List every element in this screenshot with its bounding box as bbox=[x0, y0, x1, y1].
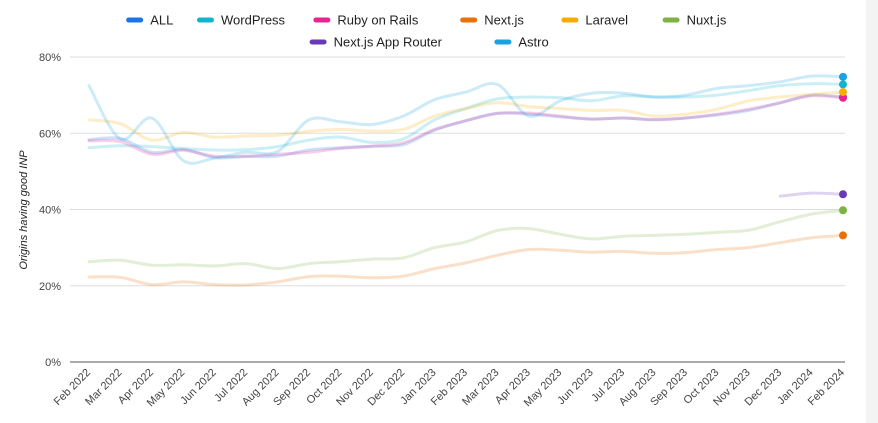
end-point-nuxt-js[interactable] bbox=[839, 206, 847, 215]
y-tick-label: 40% bbox=[39, 205, 61, 217]
y-axis-title: Origins having good INP bbox=[18, 150, 30, 270]
legend-item-nuxt-js[interactable]: Nuxt.js bbox=[662, 13, 727, 28]
legend-label-next-js-app-router: Next.js App Router bbox=[334, 35, 443, 50]
y-tick-label: 80% bbox=[39, 52, 61, 64]
end-point-wordpress[interactable] bbox=[839, 80, 847, 89]
legend-item-laravel[interactable]: Laravel bbox=[561, 13, 628, 28]
series-line-ruby-on-rails[interactable] bbox=[87, 94, 845, 159]
legend-swatch-next-js bbox=[460, 17, 478, 23]
legend-swatch-astro bbox=[494, 39, 512, 45]
series-line-wordpress[interactable] bbox=[87, 82, 845, 152]
legend-swatch-laravel bbox=[561, 17, 579, 23]
end-point-laravel[interactable] bbox=[839, 88, 847, 97]
legend-swatch-ruby-on-rails bbox=[313, 17, 331, 23]
end-point-ruby-on-rails[interactable] bbox=[839, 93, 847, 102]
legend-label-all: ALL bbox=[150, 13, 173, 28]
legend-label-astro: Astro bbox=[518, 35, 548, 50]
legend-item-astro[interactable]: Astro bbox=[494, 35, 549, 50]
legend-item-next-js[interactable]: Next.js bbox=[460, 13, 524, 28]
legend-swatch-next-js-app-router bbox=[309, 39, 327, 45]
legend-swatch-wordpress bbox=[197, 17, 214, 23]
series-line-next-js[interactable] bbox=[87, 233, 845, 287]
end-point-next-js-app-router[interactable] bbox=[839, 190, 847, 199]
legend-swatch-all bbox=[126, 17, 144, 23]
legend-label-ruby-on-rails: Ruby on Rails bbox=[337, 13, 418, 28]
series-lines bbox=[87, 74, 845, 287]
gridlines bbox=[70, 56, 845, 363]
legend: ALL WordPress Ruby on Rails Next.js Laravel N… bbox=[126, 13, 727, 50]
legend-label-laravel: Laravel bbox=[585, 13, 628, 28]
legend-swatch-nuxt-js bbox=[662, 17, 680, 23]
series-end-points bbox=[839, 72, 847, 240]
legend-label-wordpress: WordPress bbox=[221, 13, 286, 28]
legend-label-next-js: Next.js bbox=[484, 13, 524, 28]
series-line-all[interactable] bbox=[87, 93, 845, 160]
legend-label-nuxt-js: Nuxt.js bbox=[687, 13, 727, 28]
y-axis-tick-labels: 0% 20% 40% 60% 80% bbox=[39, 52, 61, 369]
series-line-next-js-app-router[interactable] bbox=[778, 191, 845, 198]
y-tick-label: 60% bbox=[39, 128, 61, 140]
series-line-laravel[interactable] bbox=[87, 90, 845, 142]
legend-item-all[interactable]: ALL bbox=[126, 13, 173, 28]
y-tick-label: 0% bbox=[45, 357, 61, 369]
series-line-nuxt-js[interactable] bbox=[87, 208, 845, 271]
y-tick-label: 20% bbox=[39, 281, 61, 293]
end-point-next-js[interactable] bbox=[839, 231, 847, 240]
legend-item-ruby-on-rails[interactable]: Ruby on Rails bbox=[313, 13, 419, 28]
legend-item-wordpress[interactable]: WordPress bbox=[197, 13, 286, 28]
series-line-astro[interactable] bbox=[87, 74, 845, 165]
end-point-astro[interactable] bbox=[839, 72, 847, 81]
legend-item-next-js-app-router[interactable]: Next.js App Router bbox=[309, 35, 443, 50]
